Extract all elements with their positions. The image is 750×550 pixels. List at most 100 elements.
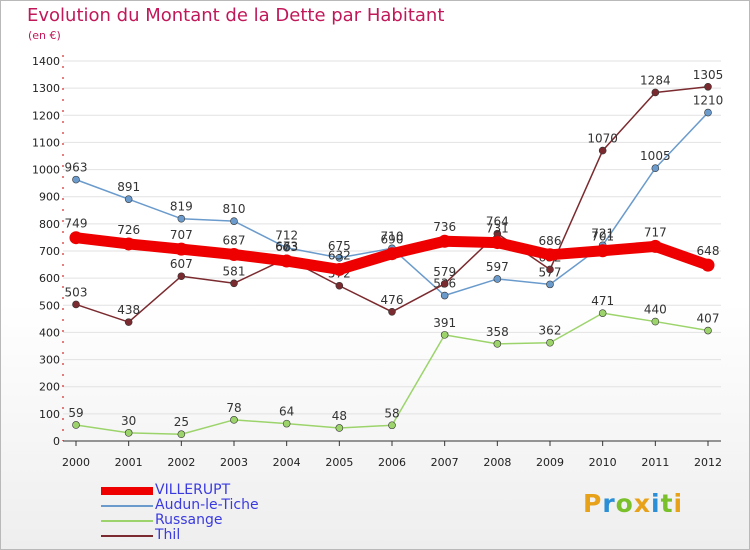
data-label: 675 xyxy=(328,239,351,253)
data-label: 30 xyxy=(121,414,136,428)
data-label: 64 xyxy=(279,405,294,419)
legend-label: Thil xyxy=(155,527,181,543)
data-label: 581 xyxy=(223,264,246,278)
y-tick-label: 900 xyxy=(39,191,60,204)
y-tick-label: 1300 xyxy=(32,82,60,95)
x-tick-label: 2007 xyxy=(431,456,459,469)
x-tick-label: 2011 xyxy=(641,456,669,469)
x-tick-label: 2010 xyxy=(589,456,617,469)
data-label: 731 xyxy=(486,222,509,236)
data-point xyxy=(177,214,186,223)
y-tick-label: 100 xyxy=(39,408,60,421)
data-label: 687 xyxy=(223,234,246,248)
data-label: 1005 xyxy=(640,149,671,163)
data-point xyxy=(280,254,294,268)
data-label: 1284 xyxy=(640,73,671,87)
legend-label: Russange xyxy=(155,512,223,528)
data-label: 891 xyxy=(117,180,140,194)
data-point xyxy=(388,307,396,316)
data-point xyxy=(546,265,554,274)
data-label: 438 xyxy=(117,303,140,317)
data-point xyxy=(124,318,133,326)
data-label: 440 xyxy=(644,303,667,317)
data-point xyxy=(438,234,452,248)
data-point xyxy=(440,280,449,288)
x-tick-label: 2012 xyxy=(694,456,722,469)
data-point xyxy=(546,338,554,347)
data-point xyxy=(651,317,660,326)
logo-letter: P xyxy=(583,489,603,518)
data-label: 736 xyxy=(433,220,456,234)
data-point xyxy=(227,248,241,262)
chart-subtitle: (en €) xyxy=(28,29,61,42)
data-point xyxy=(72,421,80,429)
data-label: 663 xyxy=(275,240,298,254)
data-point xyxy=(122,237,136,251)
data-point xyxy=(546,280,554,289)
data-point xyxy=(230,217,238,225)
data-label: 25 xyxy=(174,415,189,429)
data-label: 358 xyxy=(486,325,509,339)
data-point xyxy=(701,258,715,272)
data-point xyxy=(493,340,502,348)
data-point xyxy=(335,424,344,432)
data-label: 59 xyxy=(68,406,83,420)
data-point xyxy=(493,275,502,283)
data-point xyxy=(124,195,133,203)
data-label: 362 xyxy=(539,324,562,338)
legend-label: Audun-le-Tiche xyxy=(155,497,259,513)
data-label: 1210 xyxy=(693,94,724,108)
legend-swatch xyxy=(101,535,153,537)
data-label: 673 xyxy=(275,239,298,253)
y-tick-label: 1100 xyxy=(32,136,60,149)
data-point xyxy=(388,421,396,430)
data-point xyxy=(598,309,607,317)
data-point xyxy=(596,244,610,258)
data-point xyxy=(177,272,186,281)
data-point xyxy=(440,291,449,300)
data-point xyxy=(543,248,557,262)
data-label: 701 xyxy=(591,230,614,244)
x-tick-label: 2005 xyxy=(325,456,353,469)
data-point xyxy=(335,253,344,262)
data-label: 810 xyxy=(223,202,246,216)
data-point xyxy=(230,279,238,288)
legend-swatch xyxy=(101,487,153,495)
data-point xyxy=(648,239,662,253)
data-point xyxy=(335,281,344,290)
data-label: 712 xyxy=(275,229,298,243)
x-tick-label: 2004 xyxy=(273,456,301,469)
data-point xyxy=(704,108,712,117)
data-point xyxy=(704,326,712,335)
x-tick-label: 2002 xyxy=(167,456,195,469)
data-label: 407 xyxy=(697,312,720,326)
data-point xyxy=(440,331,449,339)
y-tick-label: 1200 xyxy=(32,109,60,122)
data-label: 717 xyxy=(644,225,667,239)
data-label: 48 xyxy=(332,409,347,423)
data-label: 648 xyxy=(697,244,720,258)
data-label: 764 xyxy=(486,215,509,229)
proxiti-logo: Proxiti xyxy=(583,489,683,518)
logo-letter: x xyxy=(633,489,651,518)
x-tick-label: 2008 xyxy=(483,456,511,469)
y-tick-label: 200 xyxy=(39,381,60,394)
legend-swatch xyxy=(101,520,153,522)
y-tick-label: 1000 xyxy=(32,164,60,177)
data-label: 749 xyxy=(65,217,88,231)
x-tick-label: 2000 xyxy=(62,456,90,469)
data-label: 391 xyxy=(433,316,456,330)
y-tick-label: 1400 xyxy=(32,55,60,68)
data-point xyxy=(69,231,83,245)
data-point xyxy=(177,430,186,439)
data-label: 1305 xyxy=(693,68,724,82)
data-label: 710 xyxy=(381,229,404,243)
data-point xyxy=(282,419,291,428)
data-label: 690 xyxy=(381,233,404,247)
data-label: 476 xyxy=(381,293,404,307)
logo-letter: i xyxy=(673,489,684,518)
data-label: 471 xyxy=(591,294,614,308)
data-label: 707 xyxy=(170,228,193,242)
